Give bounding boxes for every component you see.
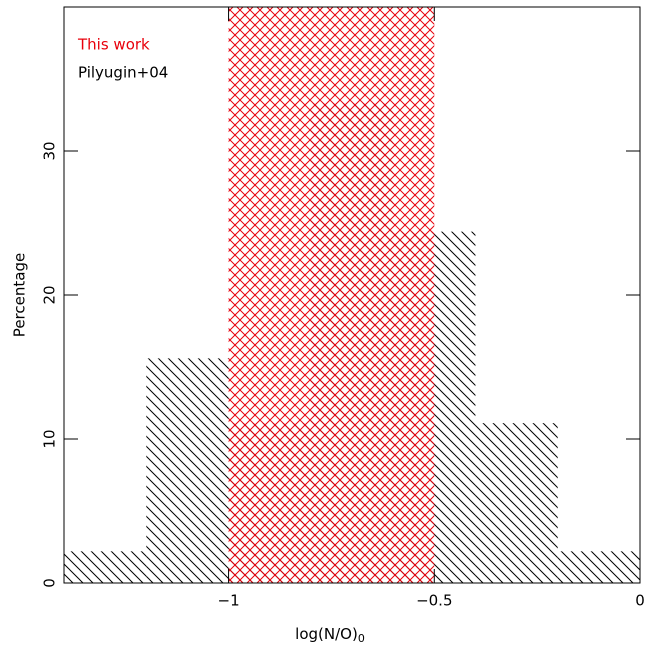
histogram-bar — [64, 551, 147, 583]
x-axis-label-subscript: 0 — [358, 632, 365, 645]
y-tick-label: 10 — [41, 429, 59, 448]
y-axis-label: Percentage — [11, 253, 29, 337]
legend-label: Pilyugin+04 — [78, 64, 168, 82]
histogram-bar — [557, 551, 640, 583]
histogram-bar — [475, 423, 558, 583]
x-tick-label: 0 — [635, 592, 645, 610]
legend-label: This work — [77, 36, 150, 54]
histogram-bar — [228, 7, 435, 583]
x-axis-label: log(N/O)0 — [295, 625, 365, 646]
x-tick-label: −1 — [218, 592, 240, 610]
series — [228, 7, 435, 583]
histogram-bar — [146, 358, 229, 583]
x-tick-label: −0.5 — [416, 592, 452, 610]
y-tick-label: 30 — [41, 141, 59, 160]
y-tick-label: 0 — [41, 578, 59, 588]
y-tick-label: 20 — [41, 285, 59, 304]
x-axis-label-main: log(N/O) — [295, 625, 358, 643]
